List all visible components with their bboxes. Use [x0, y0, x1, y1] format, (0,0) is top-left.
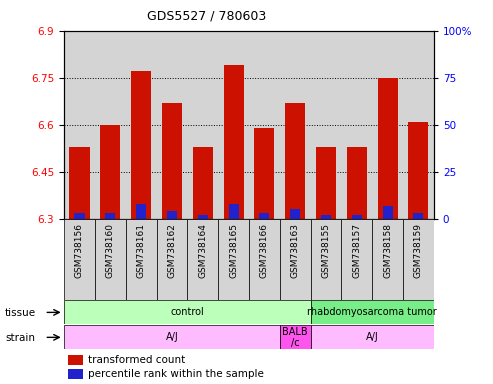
Bar	[70, 147, 90, 219]
Text: BALB
/c: BALB /c	[282, 326, 308, 348]
Text: GSM738156: GSM738156	[75, 223, 84, 278]
Bar	[311, 219, 341, 300]
Bar	[95, 31, 126, 219]
Bar	[64, 219, 95, 300]
Text: strain: strain	[5, 333, 35, 343]
Bar	[316, 147, 336, 219]
Bar	[68, 369, 83, 379]
Bar	[378, 78, 398, 219]
Text: GSM738155: GSM738155	[321, 223, 330, 278]
Bar	[229, 204, 239, 219]
Bar	[383, 206, 392, 219]
Bar	[68, 355, 83, 366]
Bar	[290, 210, 300, 219]
Text: GSM738160: GSM738160	[106, 223, 115, 278]
Text: GSM738158: GSM738158	[383, 223, 392, 278]
Bar	[341, 31, 372, 219]
Bar	[193, 147, 213, 219]
Bar	[352, 215, 362, 219]
Bar	[341, 219, 372, 300]
Text: GDS5527 / 780603: GDS5527 / 780603	[147, 10, 267, 23]
Text: GSM738161: GSM738161	[137, 223, 145, 278]
Bar	[311, 31, 341, 219]
Bar	[347, 147, 367, 219]
Bar	[64, 300, 311, 324]
Bar	[311, 325, 434, 349]
Text: tissue: tissue	[5, 308, 36, 318]
Bar	[414, 213, 423, 219]
Text: GSM738163: GSM738163	[291, 223, 300, 278]
Bar	[285, 103, 305, 219]
Bar	[126, 31, 157, 219]
Bar	[372, 31, 403, 219]
Bar	[95, 219, 126, 300]
Text: GSM738165: GSM738165	[229, 223, 238, 278]
Bar	[280, 219, 311, 300]
Bar	[106, 213, 115, 219]
Bar	[198, 215, 208, 219]
Bar	[408, 122, 428, 219]
Bar	[157, 219, 187, 300]
Text: GSM738164: GSM738164	[198, 223, 207, 278]
Bar	[162, 103, 182, 219]
Bar	[157, 31, 187, 219]
Bar	[249, 31, 280, 219]
Bar	[218, 219, 249, 300]
Bar	[167, 211, 177, 219]
Bar	[321, 215, 331, 219]
Text: GSM738162: GSM738162	[168, 223, 176, 278]
Bar	[403, 219, 434, 300]
Bar	[100, 125, 120, 219]
Bar	[131, 71, 151, 219]
Text: GSM738159: GSM738159	[414, 223, 423, 278]
Bar	[223, 65, 244, 219]
Bar	[254, 128, 275, 219]
Bar	[249, 219, 280, 300]
Bar	[311, 300, 434, 324]
Text: transformed count: transformed count	[88, 355, 185, 365]
Bar	[126, 219, 157, 300]
Bar	[136, 204, 146, 219]
Text: GSM738166: GSM738166	[260, 223, 269, 278]
Text: A/J: A/J	[166, 332, 178, 343]
Bar	[74, 213, 84, 219]
Bar	[403, 31, 434, 219]
Text: GSM738157: GSM738157	[352, 223, 361, 278]
Bar	[64, 325, 280, 349]
Bar	[187, 31, 218, 219]
Text: A/J: A/J	[366, 332, 379, 343]
Bar	[259, 213, 269, 219]
Bar	[372, 219, 403, 300]
Text: control: control	[171, 307, 204, 318]
Bar	[218, 31, 249, 219]
Bar	[64, 31, 95, 219]
Bar	[280, 325, 311, 349]
Text: rhabdomyosarcoma tumor: rhabdomyosarcoma tumor	[307, 307, 437, 318]
Text: percentile rank within the sample: percentile rank within the sample	[88, 369, 264, 379]
Bar	[280, 31, 311, 219]
Bar	[187, 219, 218, 300]
